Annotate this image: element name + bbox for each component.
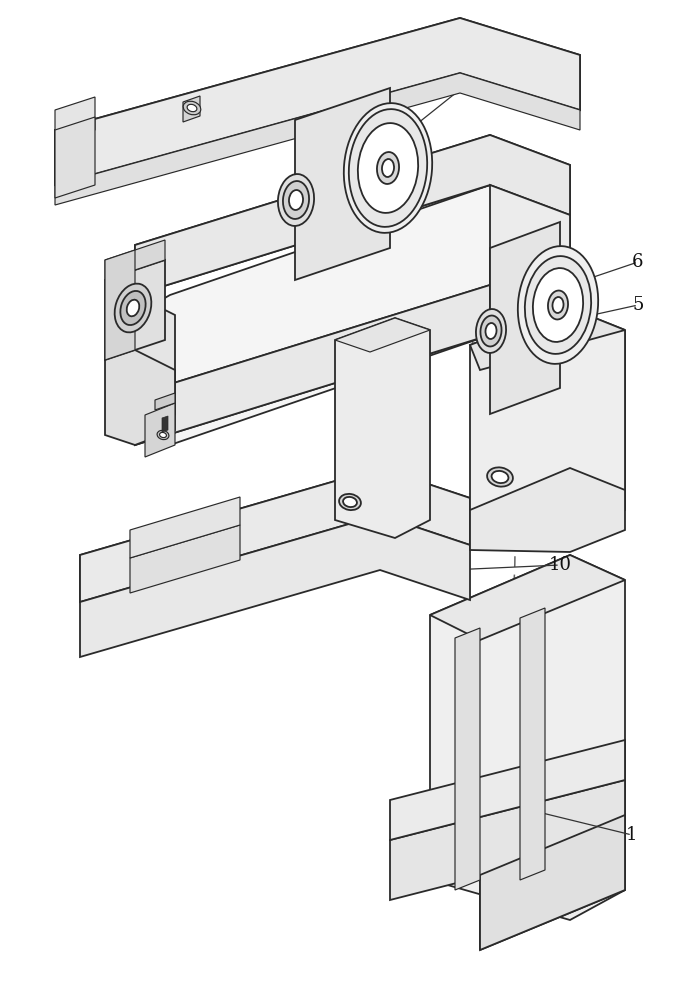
Ellipse shape: [126, 300, 140, 316]
Polygon shape: [335, 318, 430, 352]
Ellipse shape: [518, 246, 598, 364]
Polygon shape: [295, 88, 390, 280]
Ellipse shape: [358, 123, 418, 213]
Ellipse shape: [160, 432, 167, 438]
Polygon shape: [130, 525, 240, 593]
Polygon shape: [80, 468, 470, 602]
Polygon shape: [55, 117, 95, 198]
Ellipse shape: [120, 291, 146, 325]
Polygon shape: [162, 416, 168, 432]
Polygon shape: [105, 260, 165, 360]
Polygon shape: [80, 468, 470, 602]
Polygon shape: [430, 555, 625, 640]
Text: 4: 4: [426, 169, 437, 187]
Ellipse shape: [553, 297, 564, 313]
Text: 14: 14: [551, 509, 574, 527]
Polygon shape: [455, 628, 480, 890]
Polygon shape: [135, 135, 570, 295]
Polygon shape: [135, 185, 570, 445]
Polygon shape: [130, 497, 240, 558]
Ellipse shape: [343, 497, 357, 507]
Polygon shape: [55, 73, 580, 205]
Polygon shape: [55, 18, 580, 185]
Polygon shape: [55, 18, 580, 185]
Ellipse shape: [525, 256, 591, 354]
Ellipse shape: [476, 309, 506, 353]
Polygon shape: [490, 222, 560, 414]
Ellipse shape: [344, 103, 432, 233]
Polygon shape: [430, 555, 625, 920]
Polygon shape: [105, 250, 135, 360]
Ellipse shape: [339, 494, 361, 510]
Polygon shape: [480, 815, 625, 950]
Text: 10: 10: [549, 556, 571, 574]
Ellipse shape: [289, 190, 303, 210]
Ellipse shape: [183, 101, 201, 115]
Polygon shape: [390, 780, 625, 900]
Polygon shape: [135, 295, 175, 415]
Polygon shape: [470, 468, 625, 552]
Ellipse shape: [115, 284, 151, 332]
Ellipse shape: [487, 467, 513, 487]
Polygon shape: [145, 403, 175, 457]
Ellipse shape: [533, 268, 583, 342]
Polygon shape: [135, 285, 570, 445]
Text: 1: 1: [626, 826, 638, 844]
Polygon shape: [105, 350, 175, 445]
Polygon shape: [470, 308, 625, 370]
Polygon shape: [335, 318, 430, 538]
Text: 5: 5: [632, 296, 644, 314]
Ellipse shape: [157, 430, 169, 440]
Text: 6: 6: [632, 253, 644, 271]
Ellipse shape: [187, 104, 197, 112]
Polygon shape: [105, 240, 165, 280]
Polygon shape: [183, 96, 200, 122]
Polygon shape: [135, 135, 570, 295]
Polygon shape: [470, 308, 625, 535]
Ellipse shape: [382, 159, 394, 177]
Ellipse shape: [349, 109, 427, 227]
Polygon shape: [80, 515, 470, 657]
Ellipse shape: [278, 174, 314, 226]
Ellipse shape: [377, 152, 399, 184]
Polygon shape: [520, 608, 545, 880]
Polygon shape: [135, 285, 570, 445]
Text: 11: 11: [569, 461, 591, 479]
Text: 13: 13: [451, 79, 473, 97]
Polygon shape: [155, 393, 175, 410]
Ellipse shape: [283, 181, 309, 219]
Polygon shape: [55, 97, 95, 143]
Polygon shape: [490, 185, 570, 365]
Ellipse shape: [548, 291, 568, 319]
Ellipse shape: [486, 323, 497, 339]
Ellipse shape: [491, 471, 509, 483]
Polygon shape: [390, 740, 625, 840]
Ellipse shape: [480, 316, 502, 346]
